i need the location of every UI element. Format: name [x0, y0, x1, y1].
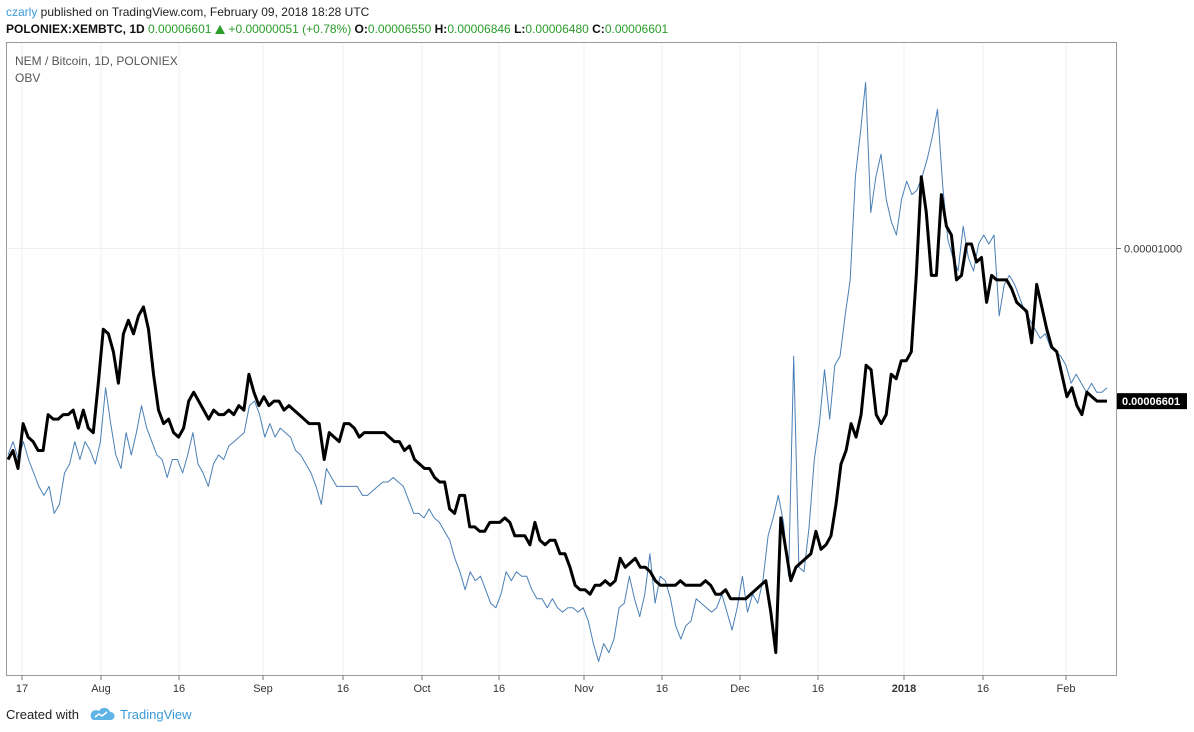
x-tick-label: 16 — [337, 683, 349, 695]
publish-info: czarly published on TradingView.com, Feb… — [6, 5, 369, 19]
chart-area[interactable]: 0.000010000.000020000.000030000.00004000… — [6, 42, 1188, 695]
price-change: +0.00000051 (+0.78%) — [228, 22, 352, 36]
open-value: 0.00006550 — [367, 22, 432, 36]
publish-text: published on TradingView.com, February 0… — [37, 5, 370, 19]
tradingview-link[interactable]: TradingView — [120, 707, 192, 722]
series-layer — [6, 81, 1108, 662]
last-price-label: 0.00006601 — [1122, 396, 1180, 408]
last-price: 0.00006601 — [148, 22, 212, 36]
x-tick-label: 16 — [656, 683, 668, 695]
price-series-line — [6, 175, 1107, 655]
x-tick-label: 16 — [812, 683, 824, 695]
x-tick-label: Feb — [1057, 683, 1076, 695]
high-label: H: — [434, 22, 448, 36]
last-price-marker — [1117, 393, 1187, 410]
tradingview-cloud-icon — [90, 707, 115, 720]
x-tick-label: 17 — [16, 683, 28, 695]
x-tick-label: Sep — [253, 683, 273, 695]
low-value: 0.00006480 — [525, 22, 589, 36]
close-value: 0.00006601 — [604, 22, 669, 36]
x-tick-label: Dec — [730, 683, 750, 695]
price-chart[interactable]: 0.000010000.000020000.000030000.00004000… — [6, 42, 1188, 695]
created-with-text: Created with — [6, 707, 79, 722]
x-tick-label: Nov — [574, 683, 594, 695]
symbol-label: POLONIEX:XEMBTC, 1D — [6, 22, 145, 36]
x-tick-label: 2018 — [892, 683, 916, 695]
y-tick-label: 0.00001000 — [1124, 244, 1182, 256]
legend-indicator: OBV — [15, 71, 40, 85]
legend-title: NEM / Bitcoin, 1D, POLONIEX — [15, 54, 178, 68]
x-axis: 17 Aug 16 Sep 16 Oct 16 Nov 16 Dec 16 2018 16 Feb — [16, 675, 1076, 695]
grid-lines — [6, 42, 1116, 675]
x-tick-label: 16 — [977, 683, 989, 695]
y-axis: 0.000010000.000020000.000030000.00004000… — [1116, 244, 1187, 410]
open-label: O: — [354, 22, 368, 36]
close-label: C: — [592, 22, 605, 36]
up-triangle-icon — [215, 25, 226, 34]
low-label: L: — [514, 22, 526, 36]
footer: Created with TradingView — [6, 707, 192, 722]
high-value: 0.00006846 — [447, 22, 511, 36]
quote-bar: POLONIEX:XEMBTC, 1D 0.00006601 +0.0000005… — [6, 22, 668, 36]
plot-border — [6, 42, 1117, 676]
obv-series-line — [7, 81, 1108, 662]
author-link[interactable]: czarly — [6, 5, 38, 19]
x-tick-label: Oct — [413, 683, 430, 695]
x-tick-label: 16 — [173, 683, 185, 695]
x-tick-label: Aug — [91, 683, 111, 695]
x-tick-label: 16 — [493, 683, 505, 695]
